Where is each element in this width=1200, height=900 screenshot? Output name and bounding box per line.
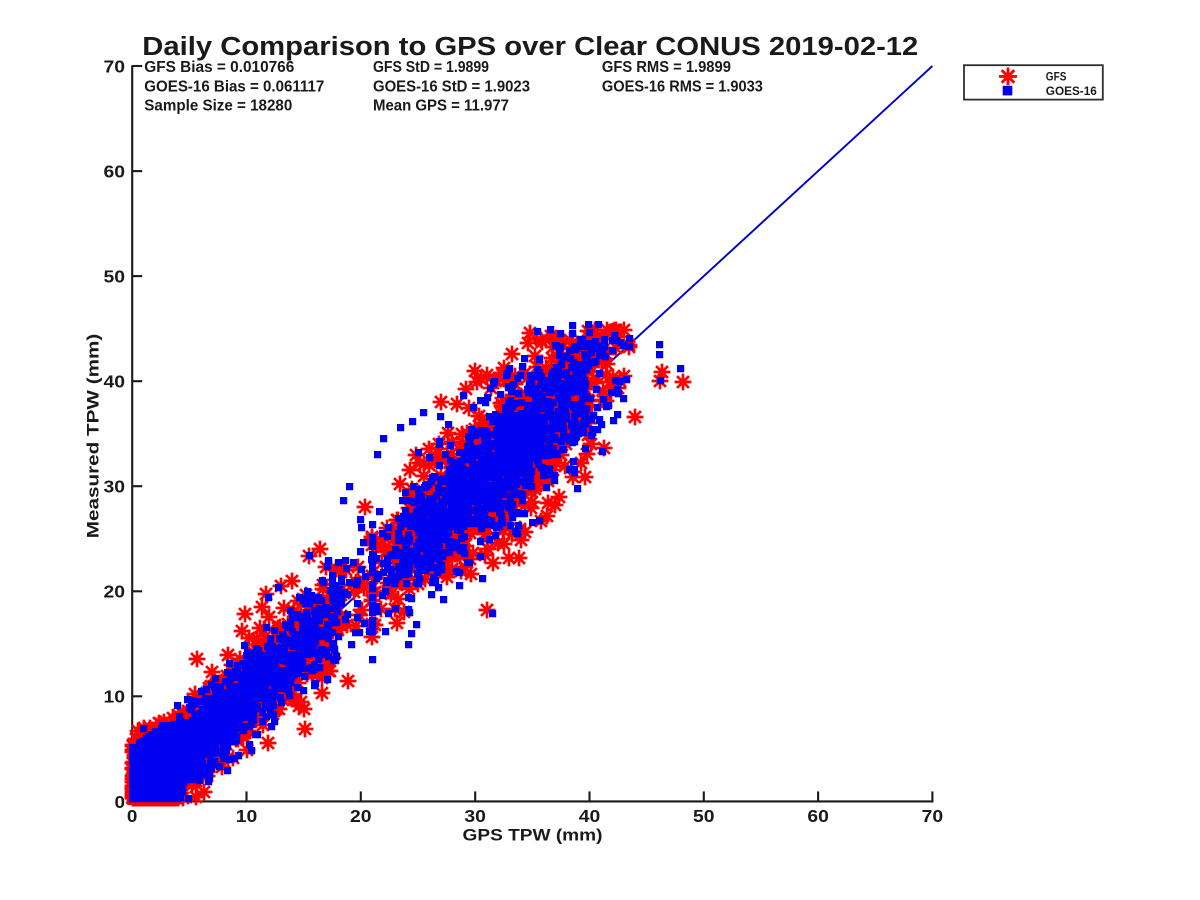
svg-text:40: 40 [104,372,126,392]
svg-text:50: 50 [693,806,715,826]
svg-text:GFS StD = 1.9899: GFS StD = 1.9899 [373,59,489,76]
svg-text:0: 0 [115,792,126,812]
svg-text:GOES-16 Bias = 0.061117: GOES-16 Bias = 0.061117 [144,78,324,95]
svg-text:Mean GPS = 11.977: Mean GPS = 11.977 [373,98,509,115]
svg-text:70: 70 [922,806,944,826]
svg-text:50: 50 [104,267,126,287]
svg-text:70: 70 [104,56,126,76]
svg-text:20: 20 [350,806,372,826]
svg-text:30: 30 [464,806,486,826]
svg-text:GOES-16 RMS = 1.9033: GOES-16 RMS = 1.9033 [602,78,763,95]
svg-text:30: 30 [104,477,126,497]
svg-text:GPS TPW (mm): GPS TPW (mm) [463,827,603,845]
svg-text:GFS: GFS [1046,70,1067,83]
svg-text:60: 60 [807,806,829,826]
svg-text:Measured TPW (mm): Measured TPW (mm) [85,334,103,539]
svg-text:10: 10 [104,687,126,707]
svg-text:GFS RMS = 1.9899: GFS RMS = 1.9899 [602,59,731,76]
svg-text:10: 10 [236,806,258,826]
svg-text:Sample Size = 18280: Sample Size = 18280 [144,98,292,115]
svg-text:GOES-16 StD = 1.9023: GOES-16 StD = 1.9023 [373,78,530,95]
svg-text:Daily Comparison to GPS over C: Daily Comparison to GPS over Clear CONUS… [142,31,918,61]
svg-text:20: 20 [104,582,126,602]
svg-text:GOES-16: GOES-16 [1046,85,1097,98]
svg-text:GFS Bias = 0.010766: GFS Bias = 0.010766 [144,59,294,76]
svg-text:60: 60 [104,162,126,182]
svg-text:40: 40 [579,806,601,826]
svg-text:0: 0 [127,806,138,826]
